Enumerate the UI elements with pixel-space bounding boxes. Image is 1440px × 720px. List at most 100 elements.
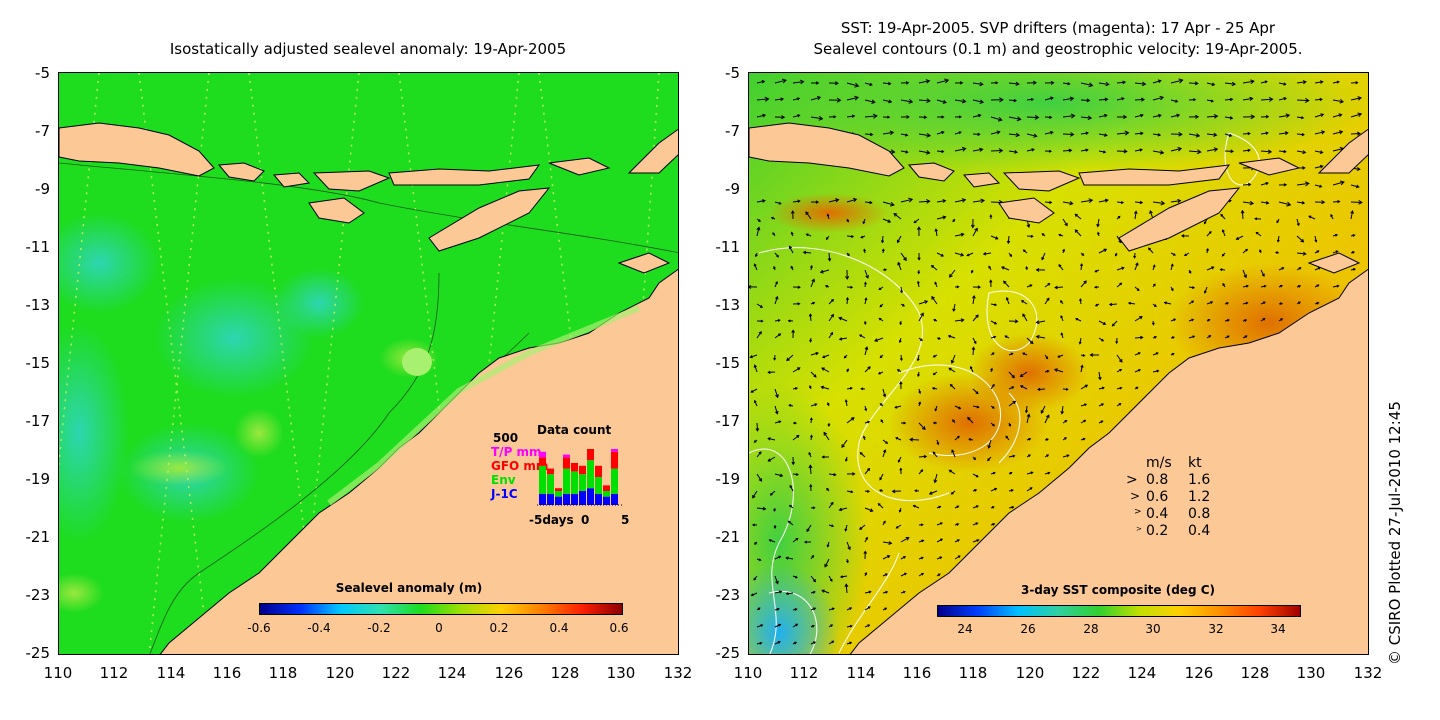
- velocity-arrow: [1062, 82, 1070, 85]
- velocity-arrow-head: [949, 383, 953, 387]
- velocity-arrow: [1296, 235, 1304, 243]
- data-count-bar-env: [571, 471, 578, 494]
- velocity-arrow-head: [1030, 234, 1034, 238]
- velocity-arrow: [951, 449, 956, 458]
- velocity-arrow: [1020, 371, 1028, 377]
- velocity-arrow-head: [752, 494, 756, 499]
- velocity-arrow: [1080, 132, 1089, 135]
- low-anomaly: [274, 268, 364, 338]
- velocity-arrow-head: [996, 130, 1001, 135]
- velocity-arrow-head: [1022, 313, 1026, 317]
- velocity-arrow: [1260, 132, 1268, 135]
- velocity-arrow: [754, 365, 758, 373]
- velocity-arrow-head: [1194, 81, 1199, 86]
- velocity-arrow-head: [797, 199, 801, 203]
- velocity-arrow: [1332, 99, 1344, 103]
- velocity-arrow-head: [1226, 335, 1230, 339]
- island: [548, 157, 611, 176]
- left-map[interactable]: 500 Data count T/P mm GFO mm Env J-1C -5…: [58, 72, 679, 655]
- velocity-arrow-head: [880, 240, 885, 244]
- velocity-arrow-head: [1203, 290, 1207, 294]
- velocity-arrow-head: [939, 522, 943, 525]
- velocity-arrow-head: [951, 449, 955, 453]
- right-map[interactable]: m/s kt > 0.8 1.6 > 0.6 1.2 > 0.4 0.8 > 0…: [748, 72, 1369, 655]
- velocity-arrow-head: [753, 364, 757, 368]
- velocity-arrow-head: [872, 113, 878, 119]
- velocity-arrow: [1116, 81, 1126, 84]
- velocity-arrow: [972, 295, 975, 305]
- velocity-arrow: [972, 314, 979, 322]
- velocity-arrow-head: [975, 522, 979, 526]
- velocity-arrow-head: [1140, 131, 1144, 136]
- velocity-arrow: [1116, 150, 1127, 152]
- velocity-arrow-head: [796, 434, 800, 439]
- velocity-arrow-head: [851, 114, 856, 118]
- velocity-arrow: [1296, 201, 1305, 204]
- velocity-arrow: [756, 80, 765, 84]
- velocity-arrow: [1036, 336, 1046, 339]
- velocity-arrow-head: [891, 489, 896, 494]
- velocity-arrow: [864, 366, 871, 373]
- velocity-arrow: [936, 79, 949, 84]
- velocity-arrow-head: [1104, 133, 1108, 137]
- velocity-arrow-head: [895, 437, 899, 440]
- velocity-arrow-head: [881, 248, 885, 252]
- legend-arrow-icon: >: [1136, 525, 1142, 533]
- velocity-arrow-head: [921, 539, 925, 543]
- velocity-arrow-head: [1155, 352, 1159, 355]
- left-colorbar-title: Sealevel anomaly (m): [335, 581, 483, 595]
- velocity-arrow: [1152, 150, 1164, 154]
- right-y-tick: -5: [725, 64, 740, 82]
- velocity-arrow-head: [1255, 231, 1259, 235]
- velocity-arrow-head: [1140, 335, 1144, 340]
- velocity-arrow: [864, 201, 872, 204]
- velocity-arrow-head: [1262, 318, 1266, 321]
- velocity-arrow-head: [1020, 300, 1024, 303]
- velocity-arrow: [859, 524, 866, 530]
- velocity-arrow: [1242, 183, 1251, 186]
- velocity-arrow-head: [1219, 268, 1223, 272]
- velocity-arrow: [828, 252, 831, 261]
- velocity-arrow: [828, 332, 833, 339]
- left-x-tick: 116: [212, 664, 242, 682]
- velocity-arrow-head: [930, 265, 935, 269]
- velocity-arrow-head: [869, 132, 874, 137]
- velocity-arrow-head: [1171, 352, 1175, 356]
- velocity-arrow: [1008, 400, 1016, 407]
- velocity-arrow-head: [937, 573, 941, 577]
- velocity-legend: m/s kt > 0.8 1.6 > 0.6 1.2 > 0.4 0.8 > 0…: [1124, 455, 1234, 545]
- velocity-arrow-head: [831, 607, 835, 611]
- velocity-arrow-head: [903, 556, 907, 559]
- velocity-arrow-head: [775, 280, 778, 284]
- velocity-arrow: [897, 235, 902, 243]
- velocity-arrow-head: [797, 302, 801, 306]
- velocity-arrow: [895, 405, 902, 409]
- velocity-arrow: [810, 96, 821, 101]
- velocity-arrow: [1134, 114, 1144, 118]
- data-count-bar-env: [547, 474, 554, 494]
- velocity-arrow-head: [1249, 200, 1255, 206]
- velocity-arrow-head: [820, 385, 825, 390]
- velocity-arrow-head: [890, 149, 896, 155]
- velocity-arrow-head: [957, 435, 960, 439]
- velocity-arrow-head: [806, 528, 810, 533]
- velocity-arrow-head: [1319, 164, 1324, 169]
- velocity-arrow-head: [769, 492, 773, 496]
- velocity-arrow-head: [992, 522, 996, 526]
- velocity-arrow: [1026, 133, 1037, 137]
- data-count-bar-env: [595, 477, 602, 494]
- velocity-arrow: [1080, 264, 1083, 271]
- velocity-arrow: [774, 296, 778, 305]
- velocity-arrow-head: [877, 371, 881, 375]
- velocity-arrow-head: [1141, 81, 1147, 87]
- velocity-arrow: [841, 439, 848, 448]
- velocity-arrow: [1008, 116, 1021, 120]
- velocity-arrow-head: [1175, 99, 1179, 103]
- velocity-arrow: [1036, 320, 1046, 324]
- velocity-arrow: [1224, 133, 1232, 137]
- velocity-arrow: [882, 555, 890, 560]
- velocity-arrow: [774, 388, 779, 398]
- right-x-tick: 132: [1353, 664, 1383, 682]
- velocity-arrow: [1296, 99, 1309, 102]
- velocity-arrow-head: [846, 560, 849, 564]
